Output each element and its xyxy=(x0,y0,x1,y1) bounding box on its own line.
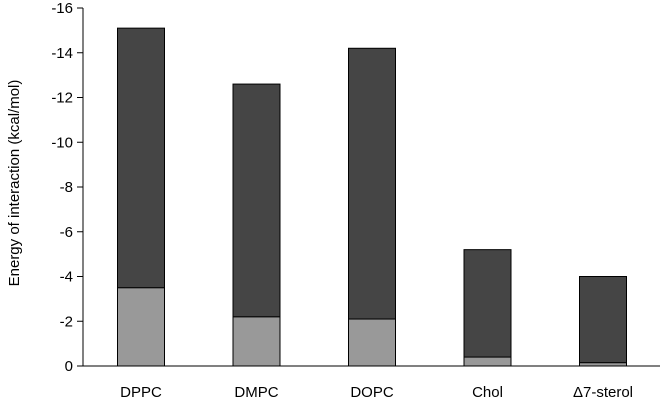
bar-segment-1 xyxy=(232,316,281,367)
bar-segment-2 xyxy=(117,27,165,289)
x-tick-label: Chol xyxy=(472,384,503,401)
y-tick-label: -16 xyxy=(51,0,73,17)
y-tick-label: -10 xyxy=(51,134,73,151)
y-axis: 0 -2 -4 -6 -8 -10 -12 -14 -16 xyxy=(51,0,84,375)
bar-segment-1 xyxy=(463,356,512,367)
x-tick-label: DOPC xyxy=(350,384,394,401)
bar-segment-2 xyxy=(579,276,627,364)
bar-segment-2 xyxy=(232,83,281,318)
y-tick-label: -6 xyxy=(60,224,73,241)
x-tick-label: DMPC xyxy=(234,384,278,401)
bar-segment-2 xyxy=(348,47,396,320)
x-axis: DPPC DMPC DOPC Chol Δ7-sterol xyxy=(83,365,660,401)
y-tick-label: -14 xyxy=(51,45,73,62)
y-tick-label: -12 xyxy=(51,90,73,107)
y-axis-title: Energy of interaction (kcal/mol) xyxy=(6,80,23,287)
x-tick-label: Δ7-sterol xyxy=(573,384,633,401)
bar-segment-1 xyxy=(117,287,165,367)
bars xyxy=(117,27,627,367)
bar-segment-1 xyxy=(348,318,396,367)
bar-segment-2 xyxy=(463,249,512,358)
y-tick-label: -2 xyxy=(60,313,73,330)
y-tick-label: 0 xyxy=(65,358,73,375)
y-tick-label: -8 xyxy=(60,179,73,196)
bar-segment-1 xyxy=(579,362,627,367)
x-tick-label: DPPC xyxy=(120,384,162,401)
y-tick-label: -4 xyxy=(60,269,73,286)
